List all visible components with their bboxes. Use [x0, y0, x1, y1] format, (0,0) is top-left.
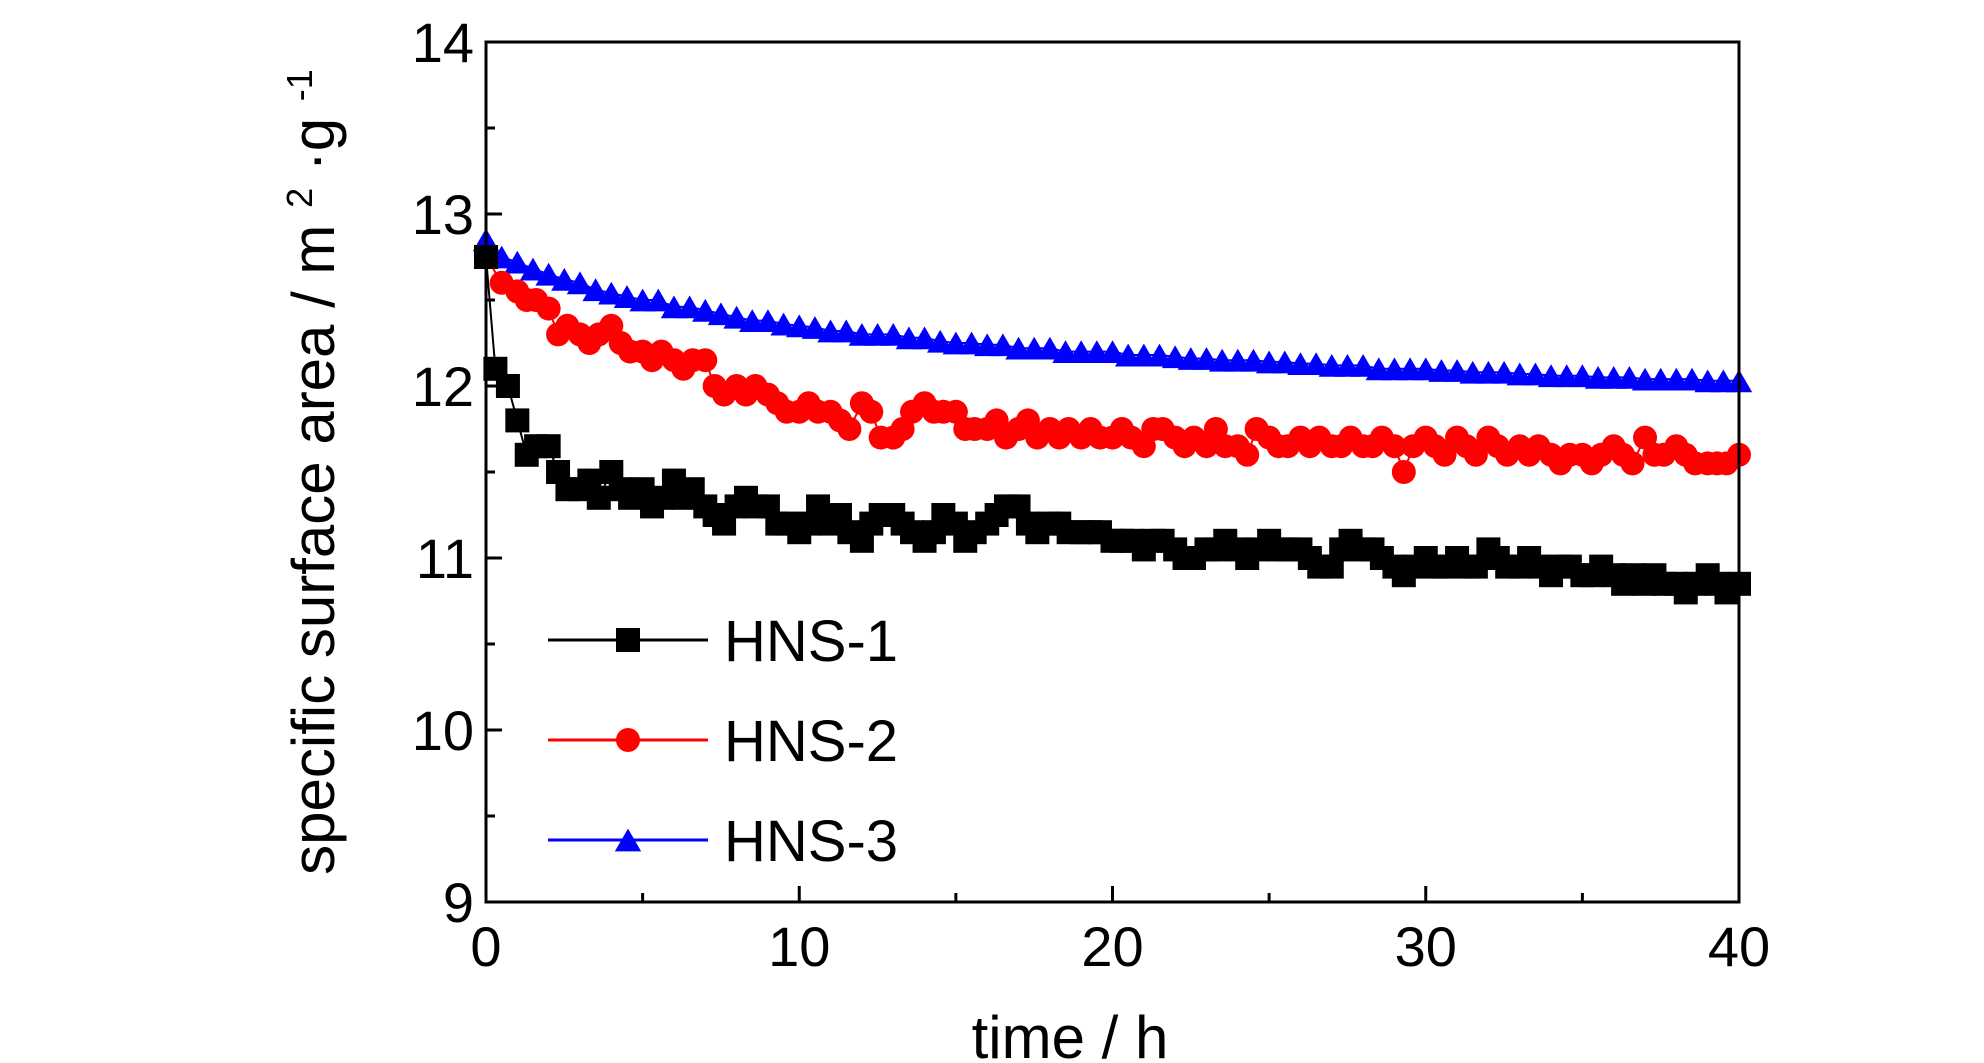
data-point: [1490, 360, 1518, 384]
data-point: [1099, 340, 1126, 363]
legend: HNS-1 HNS-2 HNS-3: [530, 585, 970, 895]
y-tick-label: 14: [412, 11, 474, 74]
legend-item-hns-2: HNS-2: [548, 709, 898, 774]
data-point: [1271, 350, 1298, 374]
data-point: [1391, 460, 1416, 484]
data-point: [536, 296, 561, 321]
series-hns-1: [474, 245, 1751, 605]
legend-label: HNS-1: [724, 609, 898, 674]
axes-layer: 0 10 20 30 40 9 10 11 12 13 14: [412, 11, 1770, 978]
data-point: [551, 267, 578, 291]
y-tick-label: 13: [412, 183, 474, 246]
y-axis-title-sup1: 2: [279, 188, 320, 208]
data-point: [1463, 442, 1488, 467]
data-point: [645, 288, 672, 312]
data-point: [536, 434, 561, 459]
data-point: [566, 271, 594, 295]
legend-item-hns-1: HNS-1: [548, 609, 898, 674]
data-point: [801, 316, 829, 339]
data-point: [535, 262, 562, 286]
y-axis-title-sup2: -1: [279, 69, 320, 101]
data-point: [770, 312, 797, 336]
data-point: [927, 329, 954, 353]
data-point: [598, 281, 625, 305]
x-axis-title: time / h: [972, 1004, 1169, 1063]
data-point: [1235, 442, 1260, 467]
data-point: [1146, 343, 1173, 367]
x-tick-label: 20: [1081, 915, 1143, 978]
data-point: [880, 323, 907, 346]
y-tick-label: 12: [412, 355, 474, 418]
legend-marker: [616, 628, 640, 652]
data-point: [1432, 442, 1457, 467]
x-tick-label: 30: [1395, 915, 1457, 978]
y-tick-label: 10: [412, 699, 474, 762]
data-point: [1193, 347, 1220, 370]
data-point: [504, 250, 531, 274]
data-point: [958, 331, 985, 355]
data-point: [505, 408, 530, 433]
data-point: [1620, 451, 1645, 476]
legend-label: HNS-3: [724, 809, 898, 874]
legend-marker: [614, 828, 642, 852]
series-hns-2: [474, 245, 1751, 484]
data-point: [859, 399, 884, 424]
y-tick-label: 9: [443, 871, 474, 934]
legend-label: HNS-2: [724, 709, 898, 774]
data-point: [833, 319, 860, 343]
legend-items: HNS-1 HNS-2 HNS-3: [548, 609, 898, 874]
x-tick-label: 40: [1708, 915, 1770, 978]
series-layer: [472, 228, 1753, 605]
data-point: [1036, 336, 1064, 360]
y-axis-title: specific surface area / m 2 ·g -1: [258, 69, 347, 875]
data-point: [692, 298, 719, 322]
data-point: [1678, 367, 1706, 391]
data-point: [1616, 366, 1643, 389]
data-point: [582, 278, 609, 302]
data-point: [1443, 359, 1471, 382]
data-point: [1412, 357, 1439, 381]
data-point: [1522, 362, 1549, 386]
data-point: [837, 417, 862, 441]
legend-marker: [616, 728, 640, 752]
y-tick-label: 11: [416, 527, 474, 590]
data-point: [707, 302, 735, 326]
data-point: [1349, 353, 1377, 377]
data-point: [676, 295, 703, 319]
data-point: [786, 314, 813, 338]
y-axis-title-mid: ·g: [280, 118, 347, 171]
x-tick-label: 0: [470, 915, 501, 978]
data-point: [519, 257, 547, 281]
legend-item-hns-3: HNS-3: [548, 809, 898, 874]
series-hns-3: [472, 228, 1753, 393]
data-point: [1569, 364, 1596, 388]
data-point: [754, 309, 782, 333]
data-point: [989, 333, 1017, 357]
data-point: [586, 485, 611, 510]
data-point: [1382, 434, 1407, 459]
data-point: [1240, 348, 1267, 372]
data-point: [613, 285, 641, 308]
data-point: [1161, 345, 1189, 369]
data-point: [1302, 352, 1330, 376]
y-axis-title-main: specific surface area / m: [280, 225, 347, 875]
data-point: [693, 348, 718, 373]
x-tick-label: 10: [768, 915, 830, 978]
data-point: [723, 305, 750, 329]
data-point: [911, 326, 938, 350]
